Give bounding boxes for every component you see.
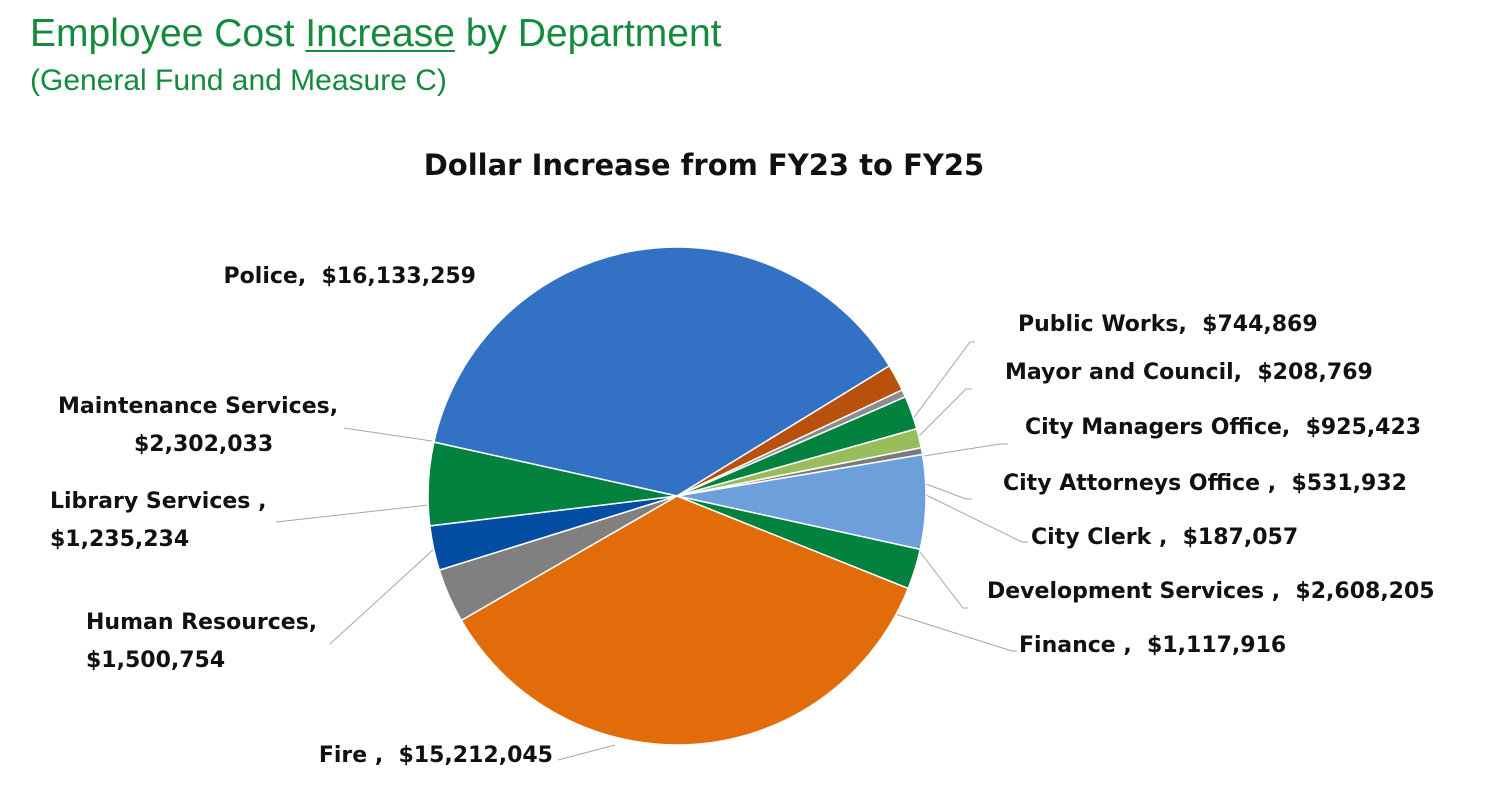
slice-label-finance: Finance , $1,117,916 [1019,633,1286,658]
leader-line-mayor-and-council [917,388,972,438]
pie-slice-maintenance-services [427,441,678,527]
slice-label-public-works: Public Works, $744,869 [1018,312,1318,337]
slice-label-library-services: Library Services , [50,489,266,514]
slice-label-fire: Fire , $15,212,045 [319,743,553,768]
chart-title: Dollar Increase from FY23 to FY25 [424,148,985,182]
slide-title-underlined: Increase [305,12,455,55]
leader-line-development-services [916,547,968,609]
slice-label-maintenance-services: Maintenance Services, [58,394,338,419]
leader-line-public-works [911,341,975,421]
leader-line-human-resources [329,548,435,645]
slice-label-mayor-and-council: Mayor and Council, $208,769 [1005,360,1373,385]
slide-title: Employee Cost Increase by Department [30,12,722,56]
slice-label-city-managers-office: City Managers Office, $925,423 [1025,415,1421,440]
leader-line-finance [894,613,1017,652]
leader-line-city-attorneys-office [925,483,972,500]
slice-value-maintenance-services: $2,302,033 [134,432,273,457]
leader-line-city-managers-office [923,443,1008,457]
leader-line-maintenance-services [343,427,433,442]
slice-label-development-services: Development Services , $2,608,205 [987,579,1435,604]
pie-slices [427,246,927,746]
pie-slice-police [433,246,891,497]
slide-title-post: by Department [454,12,722,55]
slice-label-city-clerk: City Clerk , $187,057 [1031,525,1298,550]
leader-line-fire [557,744,616,761]
leader-lines [275,341,1028,761]
slice-label-police: Police, $16,133,259 [224,264,476,289]
slice-label-human-resources: Human Resources, [86,610,317,635]
leader-line-library-services [275,504,430,523]
slide-title-pre: Employee Cost [30,12,306,55]
slice-value-library-services: $1,235,234 [50,527,189,552]
leader-line-city-clerk [925,494,1028,543]
slice-value-human-resources: $1,500,754 [86,648,225,673]
slice-label-city-attorneys-office: City Attorneys Office , $531,932 [1003,471,1407,496]
pie-slice-fire [460,495,909,746]
slide-subtitle: (General Fund and Measure C) [30,64,447,97]
slice-labels: Police, $16,133,259 Public Works, $744,86… [50,264,1435,768]
